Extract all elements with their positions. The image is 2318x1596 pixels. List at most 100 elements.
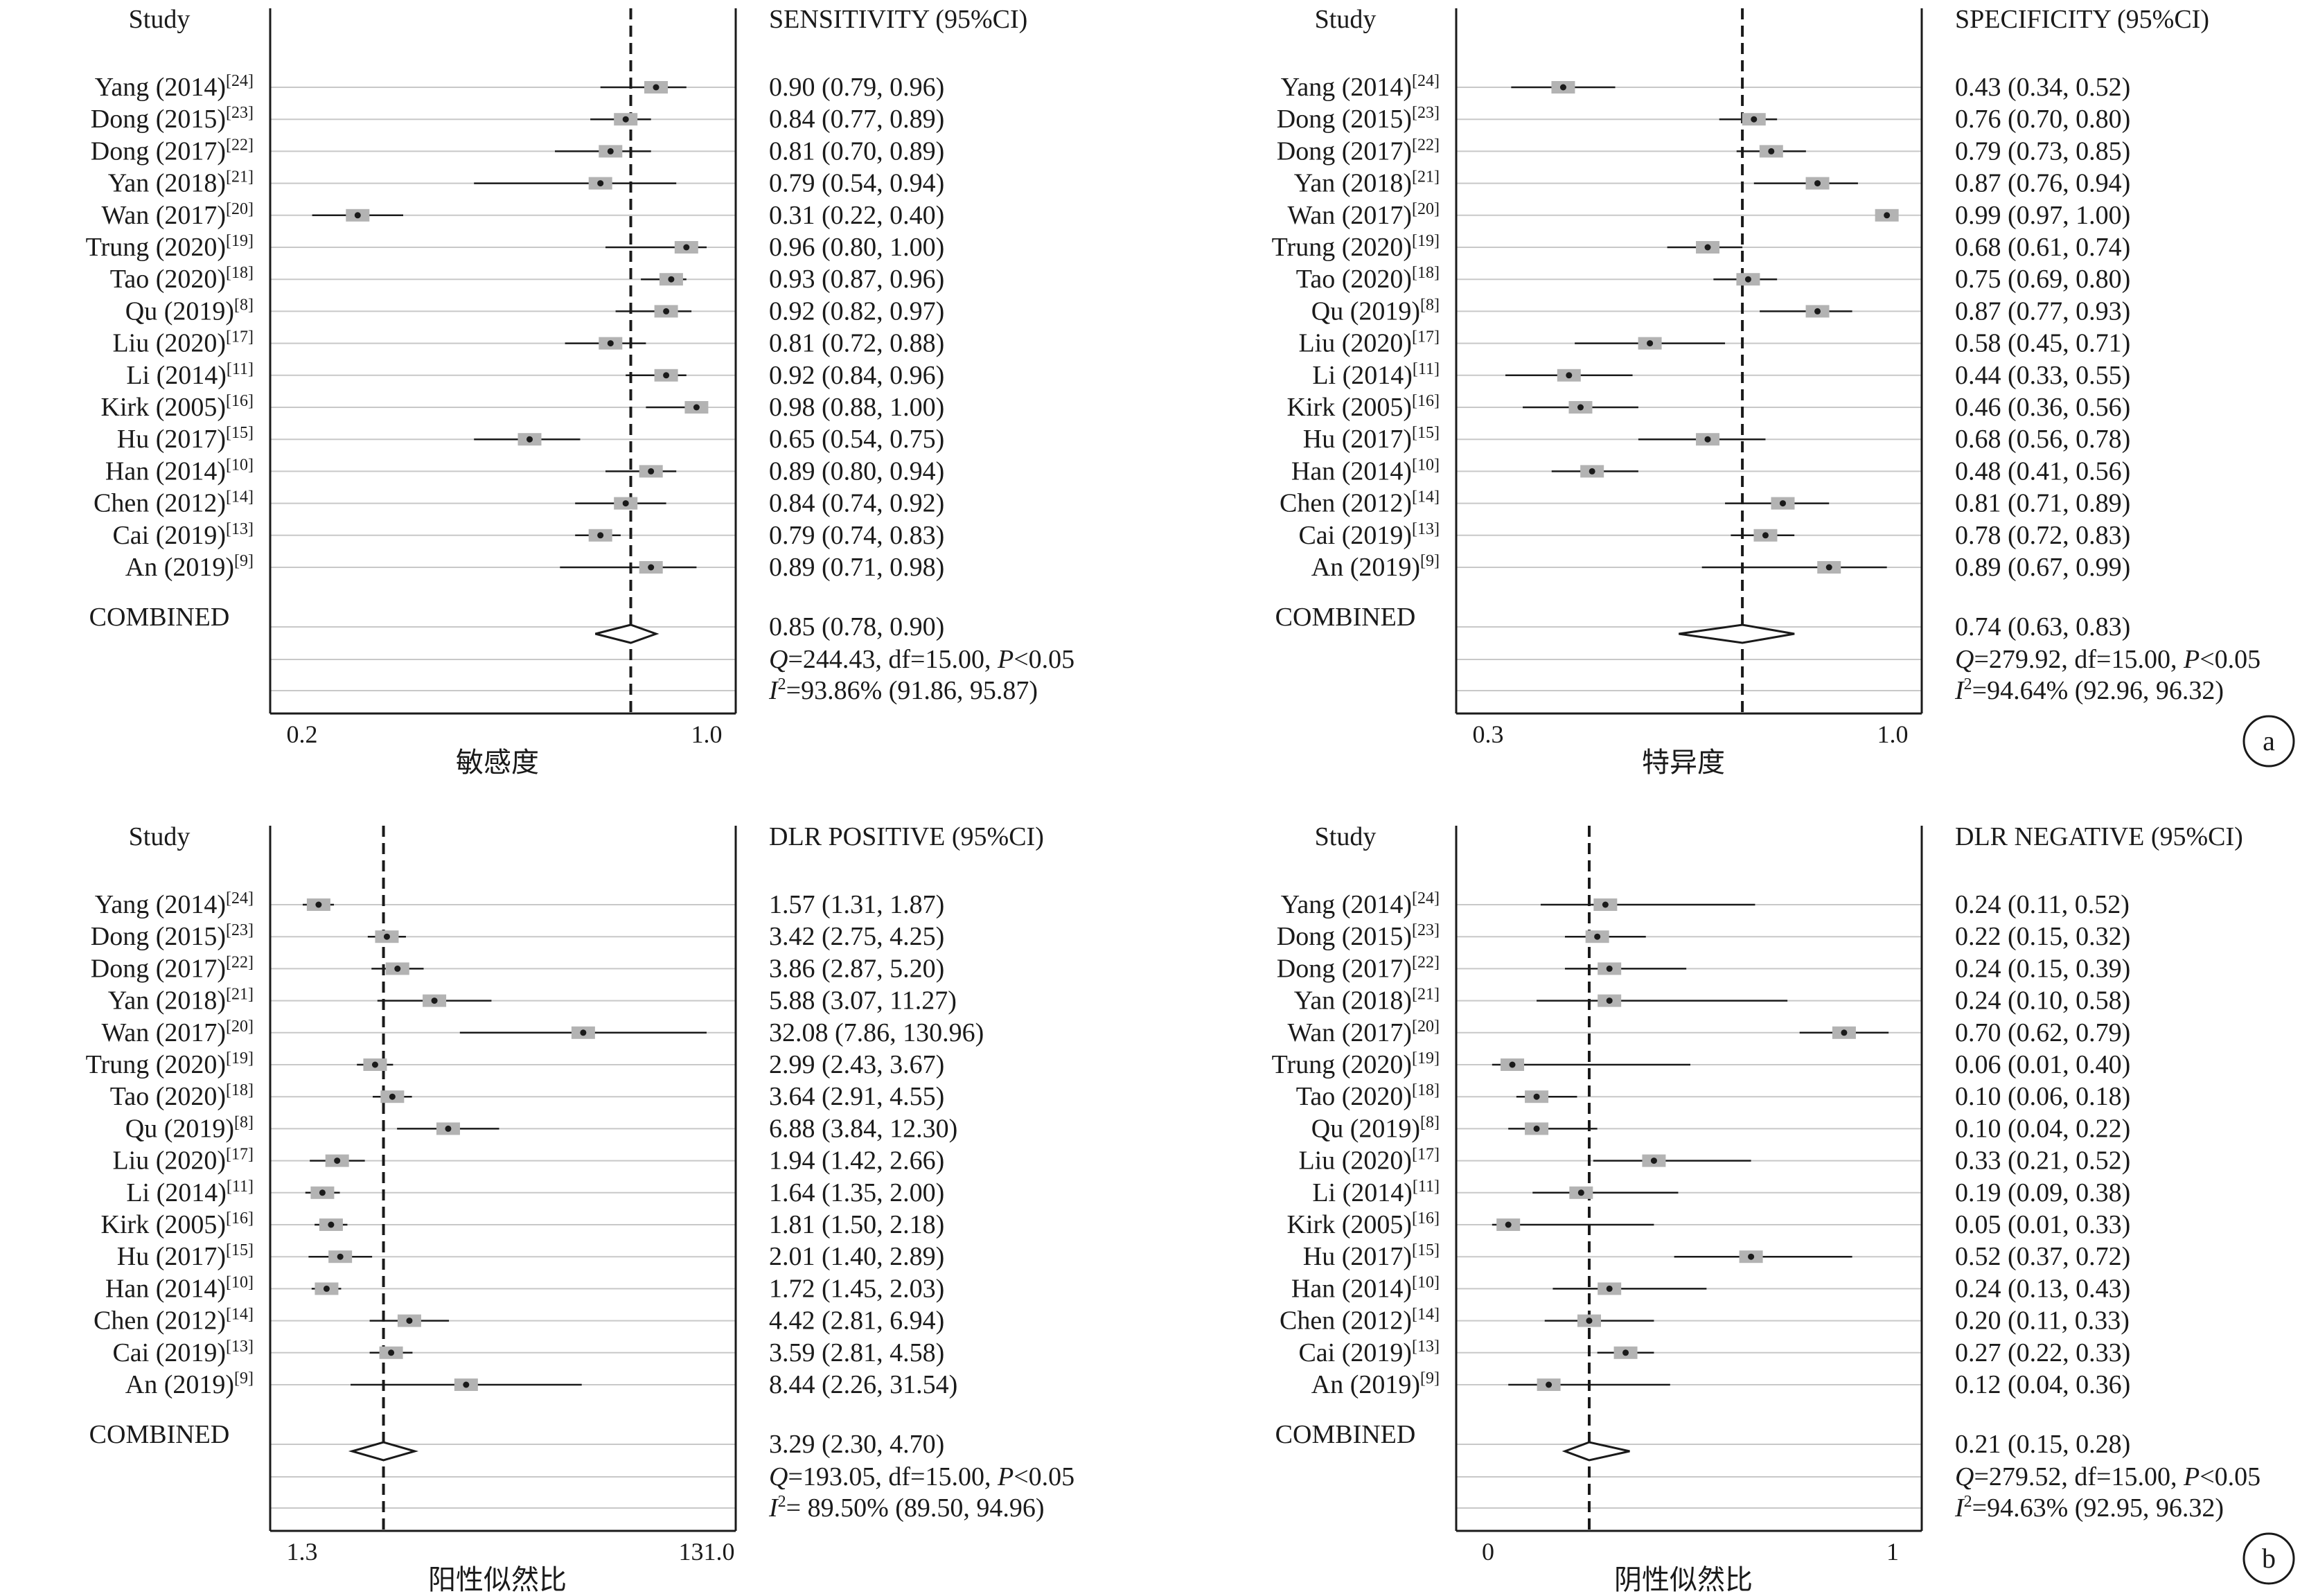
point-estimate bbox=[1814, 308, 1821, 314]
x-axis-title: 阴性似然比 bbox=[1614, 1564, 1753, 1595]
study-label: Li (2014)[11] bbox=[126, 360, 254, 390]
study-label: Qu (2019)[8] bbox=[125, 296, 254, 326]
study-label: Liu (2020)[17] bbox=[112, 1146, 254, 1176]
x-tick-label: 1.0 bbox=[1877, 720, 1909, 748]
point-estimate bbox=[1533, 1125, 1540, 1132]
combined-estimate-text: 0.21 (0.15, 0.28) bbox=[1955, 1430, 2130, 1459]
estimate-text: 0.87 (0.77, 0.93) bbox=[1955, 296, 2130, 326]
gridlines bbox=[270, 904, 736, 1509]
point-estimate bbox=[371, 1061, 378, 1068]
study-label: Tao (2020)[18] bbox=[1296, 264, 1440, 294]
gridlines bbox=[1456, 904, 1922, 1509]
point-estimate bbox=[1606, 998, 1613, 1004]
point-estimate bbox=[663, 372, 670, 379]
study-label: Chen (2012)[14] bbox=[1280, 1306, 1440, 1336]
combined-label: COMBINED bbox=[89, 1420, 230, 1449]
point-estimate bbox=[648, 468, 655, 475]
study-label: Hu (2017)[15] bbox=[1303, 1241, 1440, 1271]
point-estimate bbox=[315, 901, 322, 908]
study-label: Dong (2015)[23] bbox=[91, 104, 254, 134]
point-estimate bbox=[463, 1381, 470, 1388]
forest-panel-spec: Study SPECIFICITY (95%CI) Yang (2014)[24] 0… bbox=[1272, 5, 2261, 778]
estimate-text: 0.99 (0.97, 1.00) bbox=[1955, 201, 2130, 230]
panel-label-circle bbox=[2242, 1532, 2295, 1585]
point-estimate bbox=[445, 1125, 452, 1132]
x-tick-label: 0.2 bbox=[287, 720, 318, 748]
estimate-text: 0.81 (0.72, 0.88) bbox=[769, 329, 944, 358]
study-label: Wan (2017)[20] bbox=[102, 1018, 254, 1047]
estimate-text: 0.76 (0.70, 0.80) bbox=[1955, 105, 2130, 134]
study-label: Hu (2017)[15] bbox=[1303, 424, 1440, 454]
panel-label-a: a bbox=[2242, 715, 2295, 768]
point-estimate bbox=[1704, 436, 1711, 443]
estimate-text: 0.12 (0.04, 0.36) bbox=[1955, 1370, 2130, 1399]
estimate-text: 1.81 (1.50, 2.18) bbox=[769, 1210, 944, 1239]
point-estimate bbox=[394, 965, 401, 972]
study-label: Han (2014)[10] bbox=[105, 1273, 254, 1303]
point-estimate bbox=[1577, 1189, 1584, 1196]
estimate-text: 0.81 (0.70, 0.89) bbox=[769, 136, 944, 166]
gridlines bbox=[270, 87, 736, 691]
point-estimate bbox=[1594, 933, 1601, 940]
estimate-text: 0.05 (0.01, 0.33) bbox=[1955, 1210, 2130, 1239]
estimate-text: 0.89 (0.80, 0.94) bbox=[769, 456, 944, 486]
point-estimate bbox=[622, 116, 629, 123]
heterogeneity-q: Q=279.52, df=15.00, P<0.05 bbox=[1955, 1462, 2261, 1491]
study-column-header: Study bbox=[1315, 5, 1377, 34]
estimate-text: 0.44 (0.33, 0.55) bbox=[1955, 361, 2130, 390]
combined-label: COMBINED bbox=[89, 603, 230, 632]
study-label: Liu (2020)[17] bbox=[1298, 1146, 1440, 1176]
estimate-column-header: SENSITIVITY (95%CI) bbox=[769, 5, 1027, 34]
estimate-text: 1.72 (1.45, 2.03) bbox=[769, 1274, 944, 1303]
study-label: Kirk (2005)[16] bbox=[1287, 392, 1440, 422]
estimate-text: 0.92 (0.82, 0.97) bbox=[769, 296, 944, 326]
study-label: Trung (2020)[19] bbox=[1272, 1049, 1440, 1079]
x-tick-label: 131.0 bbox=[679, 1538, 735, 1566]
point-estimate bbox=[1650, 1158, 1657, 1164]
estimate-column-header: DLR NEGATIVE (95%CI) bbox=[1955, 822, 2243, 851]
panel-label-text: b bbox=[2262, 1543, 2276, 1574]
estimate-text: 0.43 (0.34, 0.52) bbox=[1955, 73, 2130, 102]
point-estimate bbox=[389, 1093, 396, 1100]
study-label: Li (2014)[11] bbox=[1312, 360, 1440, 390]
estimate-text: 0.65 (0.54, 0.75) bbox=[769, 425, 944, 454]
point-estimate bbox=[1602, 901, 1609, 908]
estimate-text: 0.84 (0.74, 0.92) bbox=[769, 489, 944, 518]
estimate-text: 0.58 (0.45, 0.71) bbox=[1955, 329, 2130, 358]
combined-estimate-text: 0.85 (0.78, 0.90) bbox=[769, 612, 944, 641]
panel-label-b: b bbox=[2242, 1532, 2295, 1585]
estimate-text: 0.92 (0.84, 0.96) bbox=[769, 361, 944, 390]
combined-diamond bbox=[595, 623, 660, 644]
study-label: Dong (2015)[23] bbox=[91, 921, 254, 951]
x-axis-title: 特异度 bbox=[1642, 747, 1725, 778]
study-label: Liu (2020)[17] bbox=[112, 328, 254, 358]
estimate-text: 0.93 (0.87, 0.96) bbox=[769, 265, 944, 294]
study-label: Yang (2014)[24] bbox=[1281, 72, 1440, 102]
point-estimate bbox=[1577, 404, 1584, 411]
forest-panel-dlrn: Study DLR NEGATIVE (95%CI) Yang (2014)[24]… bbox=[1272, 822, 2261, 1595]
study-label: Trung (2020)[19] bbox=[1272, 232, 1440, 262]
study-label: Yan (2018)[21] bbox=[108, 168, 254, 198]
estimate-text: 3.59 (2.81, 4.58) bbox=[769, 1338, 944, 1367]
estimate-text: 0.79 (0.54, 0.94) bbox=[769, 169, 944, 198]
estimate-text: 3.42 (2.75, 4.25) bbox=[769, 922, 944, 951]
study-label: Wan (2017)[20] bbox=[1288, 200, 1440, 230]
study-label: Dong (2015)[23] bbox=[1277, 104, 1440, 134]
point-estimate bbox=[1622, 1349, 1629, 1356]
estimate-text: 0.75 (0.69, 0.80) bbox=[1955, 265, 2130, 294]
study-label: Wan (2017)[20] bbox=[102, 200, 254, 230]
point-estimate bbox=[334, 1158, 341, 1164]
combined-diamond bbox=[1561, 1441, 1630, 1462]
estimate-text: 6.88 (3.84, 12.30) bbox=[769, 1114, 957, 1143]
point-estimate bbox=[1748, 1253, 1755, 1260]
study-label: Li (2014)[11] bbox=[126, 1178, 254, 1207]
point-estimate bbox=[1606, 1285, 1613, 1292]
estimate-text: 0.24 (0.11, 0.52) bbox=[1955, 890, 2130, 919]
point-estimate bbox=[1768, 148, 1775, 154]
x-tick-label: 1.0 bbox=[691, 720, 723, 748]
estimate-text: 3.64 (2.91, 4.55) bbox=[769, 1082, 944, 1111]
point-estimate bbox=[319, 1189, 326, 1196]
study-label: Wan (2017)[20] bbox=[1288, 1018, 1440, 1047]
study-label: Hu (2017)[15] bbox=[117, 1241, 254, 1271]
